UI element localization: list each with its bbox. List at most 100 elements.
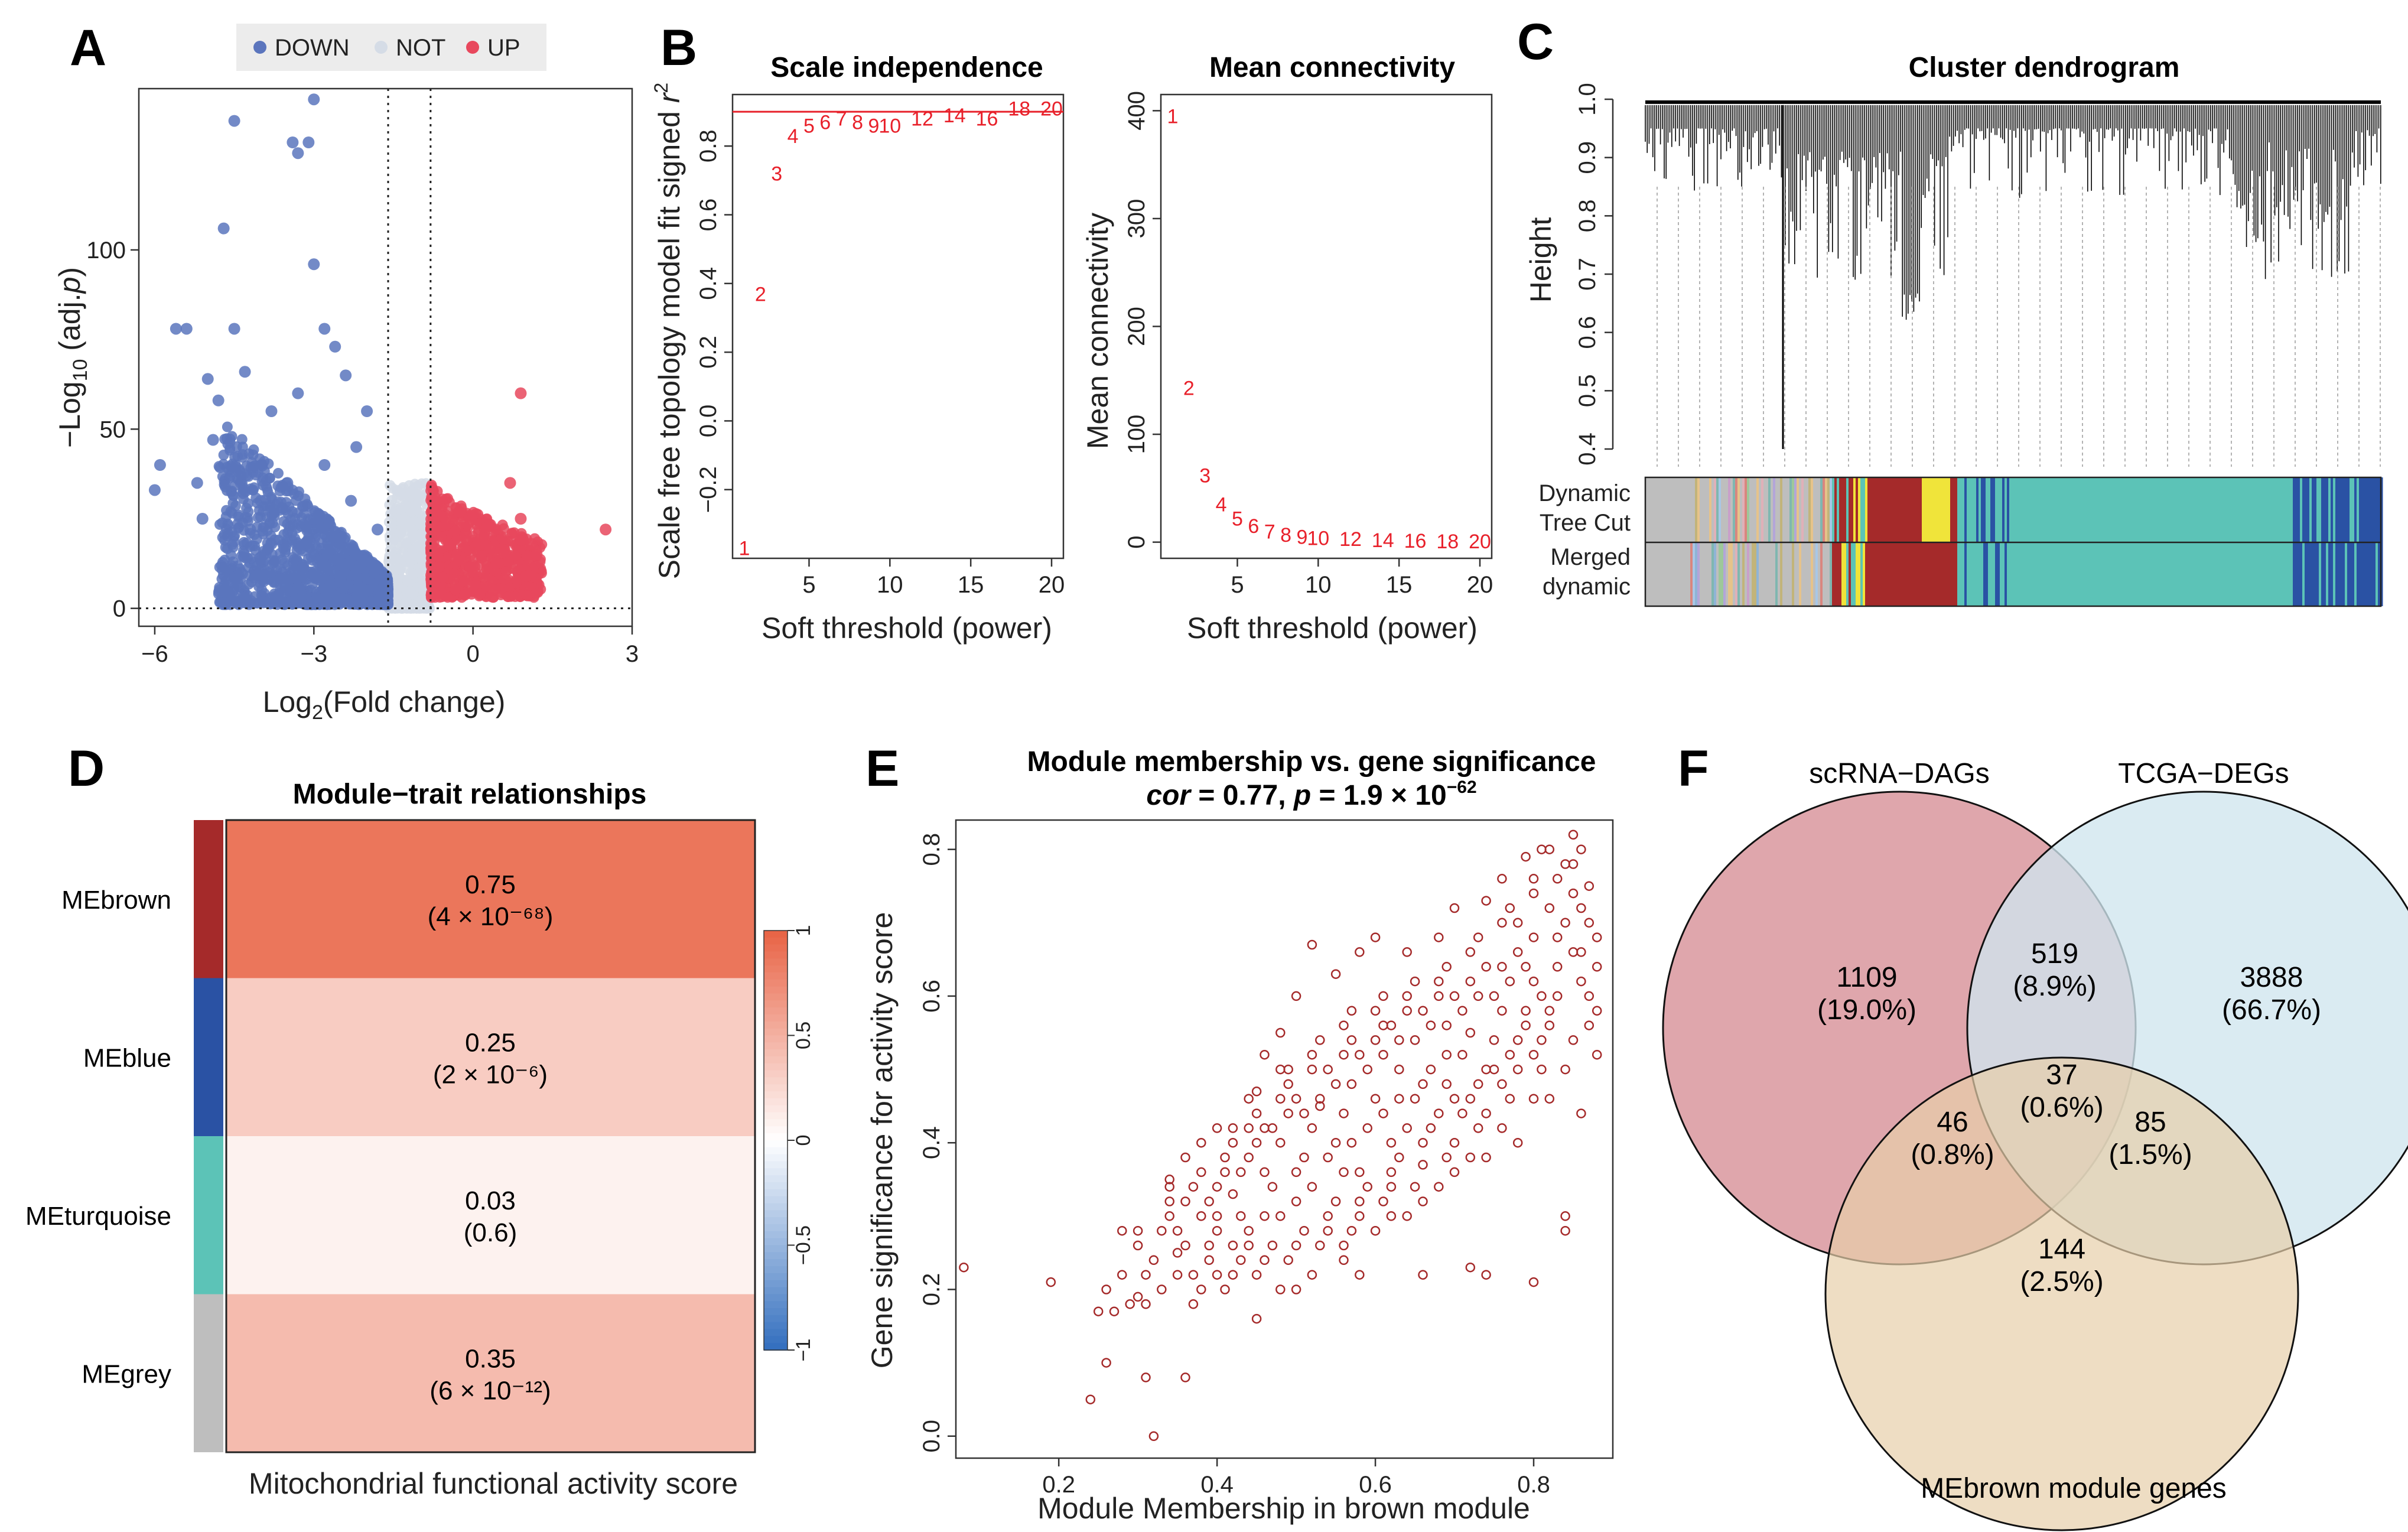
volcano-point-up	[600, 523, 612, 536]
module-color-segment	[2272, 477, 2274, 542]
volcano-point-down	[237, 488, 249, 499]
volcano-point-up	[525, 538, 538, 550]
module-color-segment	[2290, 542, 2293, 606]
scatter-point	[1584, 881, 1595, 891]
module-color-segment	[2073, 477, 2076, 542]
scatter-point	[1434, 1182, 1444, 1192]
b1marks-power-label: 18	[1008, 97, 1030, 120]
module-color-segment	[1953, 477, 1955, 542]
module-color-segment	[1993, 542, 1996, 606]
scatter-point	[1505, 903, 1515, 913]
module-color-segment	[1723, 542, 1726, 606]
module-color-segment	[1763, 477, 1766, 542]
volcano-point-down	[228, 323, 240, 335]
colorbar-segment	[764, 951, 788, 959]
module-color-segment	[2045, 477, 2048, 542]
scatter-point	[1512, 1137, 1523, 1148]
module-color-segment	[1728, 477, 1731, 542]
heatmap-cell-value: 0.03	[465, 1186, 516, 1215]
module-color-segment	[2177, 477, 2180, 542]
module-color-segment	[2073, 542, 2076, 606]
volcano-point-up	[438, 572, 449, 583]
module-color-segment	[1730, 542, 1733, 606]
module-color-segment	[1976, 477, 1979, 542]
module-color-segment	[2120, 477, 2123, 542]
module-color-segment	[2012, 542, 2015, 606]
module-color-segment	[1806, 477, 1809, 542]
volcano-point-down	[345, 495, 357, 507]
module-color-segment	[2279, 477, 2282, 542]
scatter-point	[1441, 1079, 1452, 1089]
module-color-segment	[1737, 477, 1740, 542]
module-color-segment	[1957, 477, 1960, 542]
colorbar-tick-label: −1	[792, 1339, 815, 1362]
panel-label-c: C	[1517, 14, 1554, 70]
volcano-point-down	[302, 136, 315, 148]
module-color-segment	[1789, 477, 1792, 542]
module-color-segment	[2357, 542, 2360, 606]
scatter-point	[1576, 1108, 1586, 1118]
volcano-point-down	[332, 553, 343, 564]
module-color-segment	[2061, 542, 2064, 606]
module-color-segment	[2255, 477, 2258, 542]
module-color-segment	[1823, 477, 1825, 542]
colorbar-segment	[764, 1245, 788, 1253]
module-color-segment	[1771, 542, 1774, 606]
module-color-segment	[2064, 477, 2067, 542]
module-color-segment	[2163, 477, 2166, 542]
scatter-point	[1521, 851, 1531, 862]
module-color-segment	[2345, 542, 2348, 606]
scatter-point	[1584, 1020, 1595, 1030]
colorbar-segment	[764, 1105, 788, 1113]
scatter-point	[1244, 1094, 1254, 1104]
volcano-point-down	[226, 549, 237, 561]
colorbar-segment	[764, 1154, 788, 1162]
b2marks-y-tick-label: 200	[1124, 307, 1150, 346]
scatter-y-tick-label: 0.8	[919, 833, 945, 866]
module-color-segment	[2033, 542, 2036, 606]
b1marks-y-tick-label: −0.2	[695, 466, 721, 513]
module-color-segment	[2078, 542, 2081, 606]
module-color-segment	[2196, 477, 2199, 542]
scatter-point	[1228, 1123, 1238, 1133]
module-color-segment	[1929, 542, 1932, 606]
scatter-point	[1568, 1035, 1579, 1045]
venn-region-percent: (0.6%)	[2020, 1092, 2103, 1123]
scatter-point	[1402, 991, 1412, 1001]
venn-diagram: scRNA−DAGs TCGA−DEGs MEbrown module gene…	[1662, 758, 2408, 1531]
scatter-point	[1410, 1182, 1420, 1192]
module-color-segment	[2234, 542, 2237, 606]
scatter-point	[1260, 1167, 1270, 1178]
scatter-point	[1370, 932, 1381, 942]
module-color-segment	[2163, 542, 2166, 606]
module-color-segment	[2082, 542, 2085, 606]
venn-set-label-scrna: scRNA−DAGs	[1809, 758, 1989, 789]
scatter-point	[1244, 1152, 1254, 1163]
module-color-segment	[2361, 542, 2364, 606]
scatter-frame	[955, 819, 1614, 1459]
colorbar-tick-label: −0.5	[792, 1225, 815, 1265]
module-color-segment	[2281, 542, 2284, 606]
module-color-segment	[2366, 477, 2369, 542]
module-color-segment	[2038, 542, 2041, 606]
module-color-segment	[1693, 542, 1696, 606]
module-color-segment	[2208, 477, 2211, 542]
volcano-point-down	[276, 502, 288, 514]
scatter-point	[1204, 1255, 1214, 1266]
module-color-segment	[1960, 542, 1963, 606]
b2marks-power-label: 9	[1296, 526, 1307, 548]
colorbar-segment	[764, 1098, 788, 1106]
colorbar-segment	[764, 1042, 788, 1050]
module-color-segment	[1669, 542, 1672, 606]
module-color-segment	[1967, 542, 1970, 606]
module-color-segment	[1657, 477, 1660, 542]
colorbar-segment	[764, 1070, 788, 1078]
scatter-point	[1228, 1270, 1238, 1280]
module-color-segment	[2113, 542, 2116, 606]
module-color-segment	[1908, 477, 1911, 542]
volcano-point-down	[372, 523, 384, 536]
venn-region-count: 144	[2038, 1234, 2085, 1265]
module-color-segment	[2182, 542, 2185, 606]
scatter-y-tick-label: 0.4	[919, 1126, 945, 1159]
colorbar-segment	[764, 1119, 788, 1127]
